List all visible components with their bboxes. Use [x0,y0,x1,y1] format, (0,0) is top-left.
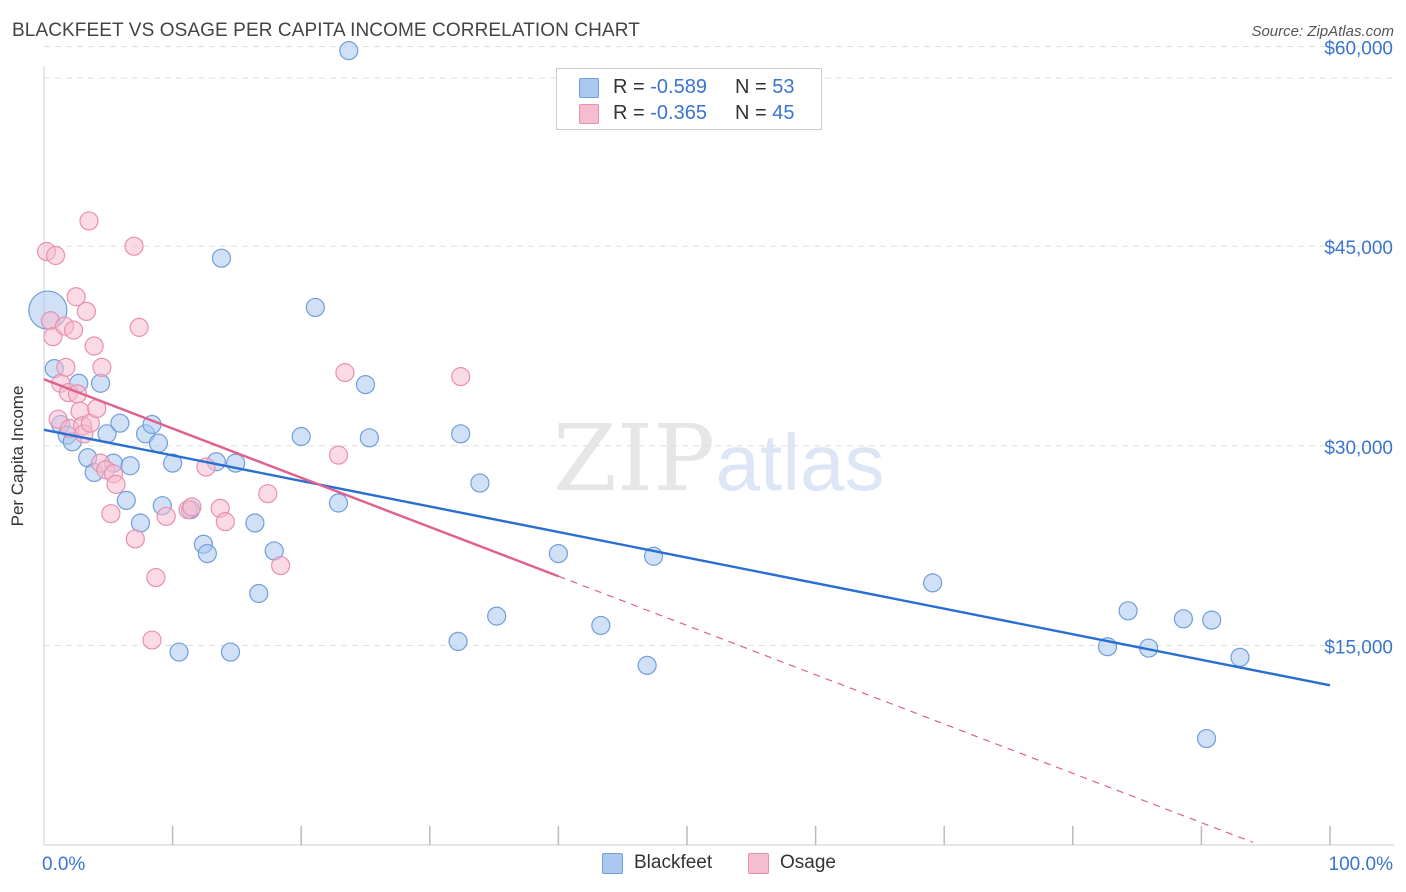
blackfeet-point-52 [1230,647,1250,667]
osage-trend-line [43,378,559,578]
osage-point-27 [124,236,144,256]
chart-title: BLACKFEET VS OSAGE PER CAPITA INCOME COR… [12,20,640,41]
osage-point-42 [451,367,471,387]
legend-r-value-blackfeet: -0.589 [650,76,707,98]
blackfeet-point-38 [451,424,471,444]
blackfeet-point-32 [305,297,325,318]
blackfeet-point-17 [148,433,169,453]
osage-point-31 [146,567,166,588]
osage-point-22 [92,357,112,377]
osage-point-11 [66,287,86,307]
blackfeet-point-47 [1118,601,1138,621]
blackfeet-legend-label: Blackfeet [634,852,713,873]
x-tick-label-min: 0.0% [42,854,85,875]
blackfeet-point-36 [359,428,379,448]
blackfeet-point-31 [291,426,311,447]
blackfeet-point-19 [163,453,183,473]
watermark-atlas: atlas [716,418,885,507]
legend-n-label-blackfeet: N = [735,76,773,98]
blackfeet-point-51 [1202,610,1222,630]
blackfeet-point-34 [328,493,349,513]
osage-point-16 [76,301,97,322]
blackfeet-legend-swatch [602,853,623,874]
blackfeet-trend-line [43,428,1331,687]
osage-point-37 [215,512,235,532]
legend-r-label-blackfeet: R = [613,76,651,98]
osage-point-24 [101,504,121,524]
source-label: Source: ZipAtlas.com [1251,23,1394,40]
blackfeet-point-50 [1196,728,1217,749]
blackfeet-point-35 [355,374,376,395]
osage-point-34 [182,497,202,517]
osage-swatch [579,104,599,124]
blackfeet-point-39 [470,473,490,493]
blackfeet-point-42 [591,615,611,636]
legend-n-value-blackfeet: 53 [772,76,795,98]
osage-point-32 [156,506,176,526]
legend-r-value-osage: -0.365 [650,102,707,124]
osage-point-39 [271,555,291,576]
blackfeet-point-20 [169,642,189,662]
blackfeet-point-28 [245,513,265,533]
legend-n-value-osage: 45 [772,102,795,124]
osage-point-40 [328,445,349,465]
osage-point-17 [79,211,99,231]
osage-point-7 [56,357,76,377]
osage-point-41 [335,363,355,383]
blackfeet-point-37 [448,631,468,652]
osage-point-3 [45,245,66,266]
blackfeet-point-26 [220,642,241,662]
blackfeet-point-41 [548,543,569,564]
legend-r-label-osage: R = [613,102,651,124]
blackfeet-point-33 [339,41,359,61]
blackfeet-point-11 [110,413,130,433]
y-tick-label-1: $30,000 [1324,438,1393,459]
blackfeet-point-45 [923,573,943,593]
blackfeet-point-12 [116,490,136,510]
blackfeet-point-25 [211,248,232,268]
blackfeet-point-14 [130,513,151,533]
osage-trend-extension [558,575,1254,843]
osage-point-10 [63,320,84,340]
blackfeet-swatch [579,78,599,98]
osage-point-26 [106,474,126,494]
x-tick-label-max: 100.0% [1329,854,1394,875]
blackfeet-point-40 [487,606,507,626]
blackfeet-point-49 [1173,609,1193,629]
blackfeet-point-8 [90,373,111,393]
osage-point-19 [84,336,104,356]
y-tick-label-3: $60,000 [1324,39,1393,60]
legend-n-label-osage: N = [735,102,773,124]
blackfeet-point-23 [197,543,217,564]
y-tick-label-2: $45,000 [1324,238,1393,259]
osage-legend-swatch [748,853,769,874]
osage-point-38 [258,484,278,504]
correlation-legend: R = -0.589 N = 53 R = -0.365 N = 45 [556,68,822,130]
blackfeet-point-13 [120,456,140,476]
watermark-zip: ZIP [553,405,715,512]
blackfeet-point-29 [249,583,269,604]
osage-point-28 [125,529,145,549]
osage-point-29 [129,317,149,337]
osage-legend-label: Osage [780,852,836,873]
osage-point-30 [142,630,162,650]
y-tick-label-0: $15,000 [1324,637,1393,658]
blackfeet-point-43 [637,655,657,675]
